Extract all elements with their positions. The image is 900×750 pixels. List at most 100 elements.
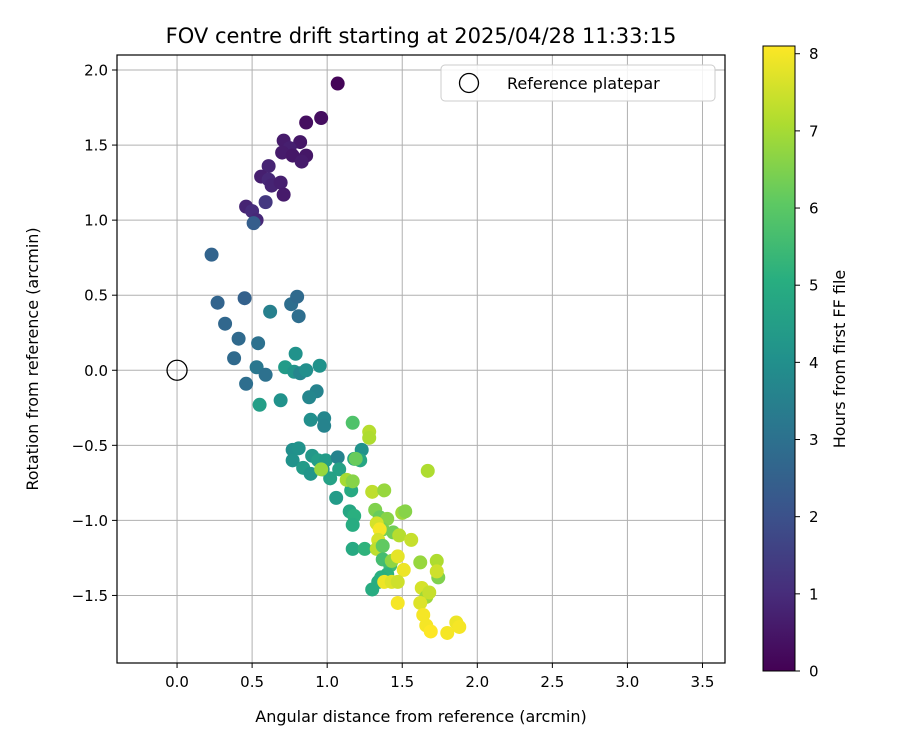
y-tick-label: 1.0: [84, 212, 108, 230]
data-point: [239, 376, 254, 391]
data-point: [246, 216, 261, 231]
legend-box: [440, 64, 716, 102]
data-point: [390, 549, 405, 564]
reference-platepar-marker: [166, 359, 188, 381]
colorbar-tick-label: 1: [809, 585, 819, 603]
data-point: [398, 504, 413, 519]
data-point: [251, 336, 266, 351]
data-point: [210, 295, 225, 310]
data-point: [404, 532, 419, 547]
data-point: [330, 450, 345, 465]
data-point: [291, 441, 306, 456]
data-point: [423, 624, 438, 639]
data-point: [365, 484, 380, 499]
data-point: [227, 351, 242, 366]
data-point: [299, 363, 314, 378]
x-tick-label: 3.0: [615, 673, 639, 691]
data-point: [258, 367, 273, 382]
data-point: [291, 309, 306, 324]
data-point: [375, 538, 390, 553]
y-tick-label: 0.5: [84, 287, 108, 305]
data-point: [302, 390, 317, 405]
y-tick-label: −1.0: [72, 512, 108, 530]
data-point: [429, 564, 444, 579]
y-tick-label: 2.0: [84, 62, 108, 80]
grid: [117, 55, 725, 663]
data-point: [365, 582, 380, 597]
plot-frame: [116, 54, 726, 664]
colorbar-tick-label: 4: [809, 354, 819, 372]
data-point: [290, 289, 305, 304]
data-point: [330, 76, 345, 91]
data-point: [312, 358, 327, 373]
data-point: [218, 316, 233, 331]
x-tick-label: 1.0: [315, 673, 339, 691]
colorbar-gradient: [763, 46, 795, 671]
data-point: [237, 291, 252, 306]
data-point: [440, 625, 455, 640]
data-point: [372, 522, 387, 537]
data-point: [345, 415, 360, 430]
data-point: [317, 418, 332, 433]
x-axis-ticks: 0.0 0.5 1.0 1.5 2.0 2.5 3.0 3.5: [165, 663, 714, 691]
data-point: [345, 474, 360, 489]
data-point: [252, 397, 267, 412]
x-tick-label: 1.5: [390, 673, 414, 691]
colorbar-ticks: 0 1 2 3 4 5 6 7 8: [795, 45, 819, 681]
y-tick-label: 0.0: [84, 362, 108, 380]
x-tick-label: 2.5: [540, 673, 564, 691]
data-point: [392, 528, 407, 543]
data-points: [204, 76, 467, 640]
data-point: [258, 195, 273, 210]
data-point: [377, 483, 392, 498]
data-point: [273, 393, 288, 408]
colorbar-frame: [762, 45, 796, 672]
data-point: [396, 562, 411, 577]
colorbar-tick-label: 7: [809, 122, 819, 140]
data-point: [261, 159, 276, 174]
data-point: [231, 331, 246, 346]
data-point: [276, 187, 291, 202]
data-point: [345, 517, 360, 532]
x-tick-label: 0.5: [240, 673, 264, 691]
x-tick-label: 3.5: [691, 673, 715, 691]
data-point: [285, 453, 300, 468]
data-point: [294, 154, 309, 169]
data-point: [413, 595, 428, 610]
colorbar-tick-label: 6: [809, 200, 819, 218]
data-point: [429, 553, 444, 568]
legend: Reference platepar: [440, 64, 716, 102]
colorbar-tick-label: 2: [809, 508, 819, 526]
data-point: [413, 555, 428, 570]
data-point: [357, 541, 372, 556]
data-point: [329, 490, 344, 505]
colorbar-tick-label: 0: [809, 663, 819, 681]
legend-marker-icon: [458, 72, 480, 94]
y-tick-label: −1.5: [72, 587, 108, 605]
data-point: [314, 462, 329, 477]
colorbar-tick-label: 5: [809, 277, 819, 295]
data-point: [275, 145, 290, 160]
data-point: [416, 607, 431, 622]
colorbar: 0 1 2 3 4 5 6 7 8 Hours from first FF file: [762, 45, 849, 681]
data-point: [362, 430, 377, 445]
data-point: [422, 585, 437, 600]
data-point: [303, 466, 318, 481]
colorbar-label: Hours from first FF file: [830, 270, 849, 449]
y-axis-ticks: 2.0 1.5 1.0 0.5 0.0 −0.5 −1.0 −1.5: [72, 62, 117, 605]
data-point: [452, 619, 467, 634]
x-tick-label: 0.0: [165, 673, 189, 691]
data-point: [380, 511, 395, 526]
data-point: [303, 412, 318, 427]
data-point: [263, 304, 278, 319]
colorbar-tick-label: 3: [809, 431, 819, 449]
data-point: [332, 462, 347, 477]
chart-title: FOV centre drift starting at 2025/04/28 …: [166, 24, 677, 48]
y-tick-label: 1.5: [84, 137, 108, 155]
reference-marker-layer: [166, 359, 188, 381]
data-point: [420, 463, 435, 478]
x-tick-label: 2.0: [465, 673, 489, 691]
y-tick-label: −0.5: [72, 437, 108, 455]
data-point: [323, 471, 338, 486]
